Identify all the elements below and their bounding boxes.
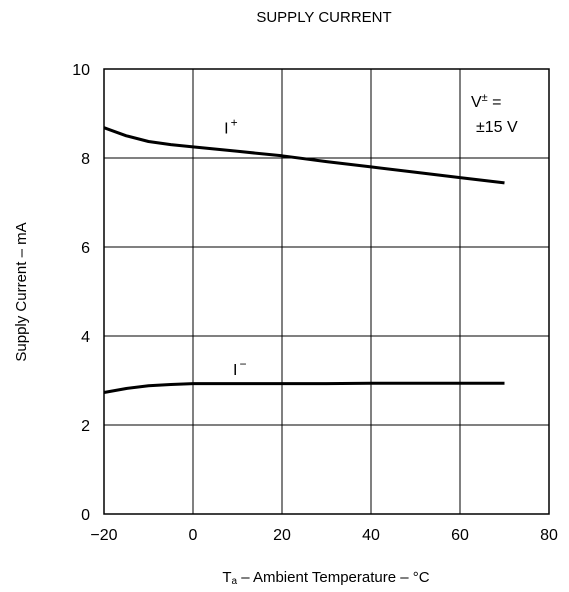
x-tick-label: 80	[540, 527, 558, 544]
series-label-i-minus: I −	[233, 357, 246, 379]
x-tick-label: 20	[273, 527, 291, 544]
x-tick-label: 0	[189, 527, 198, 544]
grid-lines	[104, 69, 549, 514]
plot-frame	[103, 68, 550, 515]
x-tick-labels: −20 0 20 40 60 80	[90, 527, 558, 544]
annotation-line-2: ±15 V	[476, 119, 518, 136]
x-tick-label: 60	[451, 527, 469, 544]
data-series: I +I −	[103, 116, 505, 394]
y-tick-label: 6	[81, 240, 90, 257]
y-axis-label: Supply Current – mA	[13, 222, 30, 361]
annotation-line-1: V± =	[471, 92, 502, 111]
series-label-superscript: −	[240, 357, 247, 371]
x-axis-label-main: T	[222, 569, 231, 586]
x-axis-label-subscript: a	[232, 576, 238, 587]
series-label-i-plus: I +	[224, 116, 237, 138]
series-label-main: I	[233, 362, 237, 379]
chart-title: SUPPLY CURRENT	[256, 9, 391, 26]
series-label-main: I	[224, 121, 228, 138]
x-tick-label: −20	[90, 527, 117, 544]
y-tick-label: 8	[81, 151, 90, 168]
y-tick-label: 0	[81, 507, 90, 524]
x-tick-label: 40	[362, 527, 380, 544]
series-line-i-minus	[103, 381, 505, 394]
series-line-i-plus	[103, 126, 505, 185]
supply-voltage-annotation: V± = ±15 V	[471, 92, 518, 136]
annotation-v: V	[471, 94, 482, 111]
x-axis-label-rest: – Ambient Temperature – °C	[237, 569, 430, 586]
annotation-pm-superscript: ±	[482, 92, 488, 104]
series-label-superscript: +	[231, 116, 238, 130]
annotation-equals: =	[488, 94, 502, 111]
y-tick-label: 10	[72, 62, 90, 79]
y-tick-label: 4	[81, 329, 90, 346]
y-tick-labels: 0 2 4 6 8 10	[72, 62, 90, 524]
y-tick-label: 2	[81, 418, 90, 435]
x-axis-label: Ta – Ambient Temperature – °C	[222, 569, 429, 587]
